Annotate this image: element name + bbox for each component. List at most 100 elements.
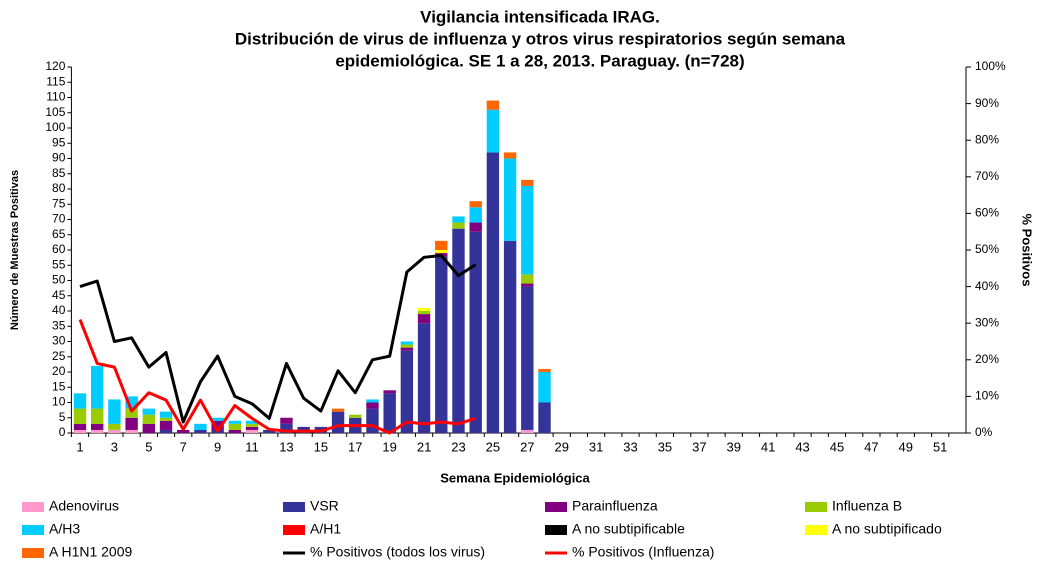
x-tick-label: 37 — [692, 439, 706, 454]
legend-label: Adenovirus — [49, 498, 119, 514]
bar-segment — [400, 347, 414, 351]
bar-segment — [538, 402, 551, 433]
bar-segment — [521, 185, 534, 275]
y-tick-label: 25 — [52, 349, 66, 363]
y-tick-label: 100 — [45, 120, 65, 134]
bar-segment — [177, 429, 190, 433]
bar-segment — [366, 399, 379, 403]
bar-segment — [211, 417, 224, 421]
bar-segment — [263, 429, 276, 433]
bar-segment — [521, 283, 534, 287]
bar-segment — [503, 240, 517, 433]
y2-tick-label: 70% — [975, 169, 999, 183]
bar-segment — [538, 372, 551, 403]
bar-segment — [108, 399, 121, 424]
y-tick-label: 0 — [59, 425, 66, 439]
bar-segment — [417, 314, 431, 324]
y2-tick-label: 10% — [975, 389, 999, 403]
x-tick-label: 43 — [795, 439, 809, 454]
bar-segment — [400, 350, 414, 433]
x-tick-label: 25 — [486, 439, 500, 454]
bar-segment — [108, 423, 121, 430]
bar-segment — [245, 426, 259, 430]
bar-segment — [280, 417, 293, 424]
legend-swatch — [22, 525, 44, 535]
y2-tick-label: 30% — [975, 315, 999, 329]
x-tick-label: 13 — [279, 439, 293, 454]
x-tick-label: 1 — [76, 439, 83, 454]
bar-segment — [142, 423, 156, 433]
y-tick-label: 90 — [52, 151, 66, 165]
bar-segment — [486, 152, 500, 433]
x-tick-label: 17 — [348, 439, 362, 454]
y2-tick-label: 20% — [975, 352, 999, 366]
bar-segment — [228, 423, 242, 430]
legend-label: A/H1 — [310, 521, 341, 537]
bar-segment — [73, 423, 87, 430]
bar-segment — [521, 286, 534, 430]
legend-label: Influenza B — [832, 498, 902, 514]
x-tick-label: 19 — [382, 439, 396, 454]
y-tick-label: 85 — [52, 166, 66, 180]
y-tick-label: 95 — [52, 135, 66, 149]
x-tick-label: 29 — [554, 439, 568, 454]
y-tick-label: 120 — [45, 59, 65, 73]
bar-segment — [91, 423, 104, 430]
bar-segment — [194, 423, 207, 430]
legend-swatch — [283, 525, 305, 535]
legend-label: % Positivos (todos los virus) — [310, 544, 485, 560]
bar-segment — [211, 420, 224, 430]
bar-segment — [452, 222, 465, 229]
y-tick-label: 40 — [52, 303, 66, 317]
y-tick-label: 70 — [52, 212, 66, 226]
y-tick-label: 30 — [52, 334, 66, 348]
bar-segment — [91, 408, 104, 424]
x-tick-label: 5 — [145, 439, 152, 454]
y-tick-label: 50 — [52, 273, 66, 287]
y-tick-label: 80 — [52, 181, 66, 195]
legend-label: A/H3 — [49, 521, 80, 537]
bar-segment — [125, 408, 138, 418]
bar-segment — [280, 423, 293, 433]
bar-segment — [245, 420, 259, 424]
bar-segment — [521, 429, 534, 433]
bar-segment — [159, 411, 173, 418]
legend-swatch — [545, 502, 567, 512]
legend-label: A no subtipificable — [572, 521, 685, 537]
bar-segment — [435, 240, 448, 250]
bar-segment — [91, 429, 104, 433]
x-tick-label: 33 — [623, 439, 637, 454]
legend-swatch — [22, 502, 44, 512]
bar-segment — [503, 152, 517, 159]
y-tick-label: 55 — [52, 257, 66, 271]
legend-swatch — [805, 525, 827, 535]
bar-segment — [435, 256, 448, 433]
x-tick-label: 15 — [314, 439, 328, 454]
legend-label: Parainfluenza — [572, 498, 658, 514]
y2-tick-label: 80% — [975, 132, 999, 146]
bar-segment — [521, 179, 534, 186]
bar-segment — [245, 429, 259, 433]
x-tick-label: 23 — [451, 439, 465, 454]
y2-tick-label: 0% — [975, 425, 993, 439]
bar-segment — [469, 201, 482, 208]
bar-segment — [452, 216, 465, 223]
y-tick-label: 35 — [52, 318, 66, 332]
bar-segment — [245, 423, 259, 427]
x-tick-label: 7 — [180, 439, 187, 454]
bar-segment — [159, 429, 173, 433]
bar-segment — [469, 222, 482, 232]
bar-segment — [366, 402, 379, 409]
bar-segment — [486, 109, 500, 153]
bar-segment — [383, 393, 396, 433]
x-tick-label: 11 — [245, 439, 259, 454]
line-series — [78, 318, 477, 435]
y-tick-label: 15 — [52, 379, 66, 393]
y2-tick-label: 90% — [975, 96, 999, 110]
y-tick-label: 60 — [52, 242, 66, 256]
bar-segment — [73, 408, 87, 424]
y-tick-label: 5 — [59, 410, 66, 424]
x-tick-label: 27 — [520, 439, 534, 454]
bar-segment — [331, 411, 345, 433]
y2-tick-label: 60% — [975, 206, 999, 220]
